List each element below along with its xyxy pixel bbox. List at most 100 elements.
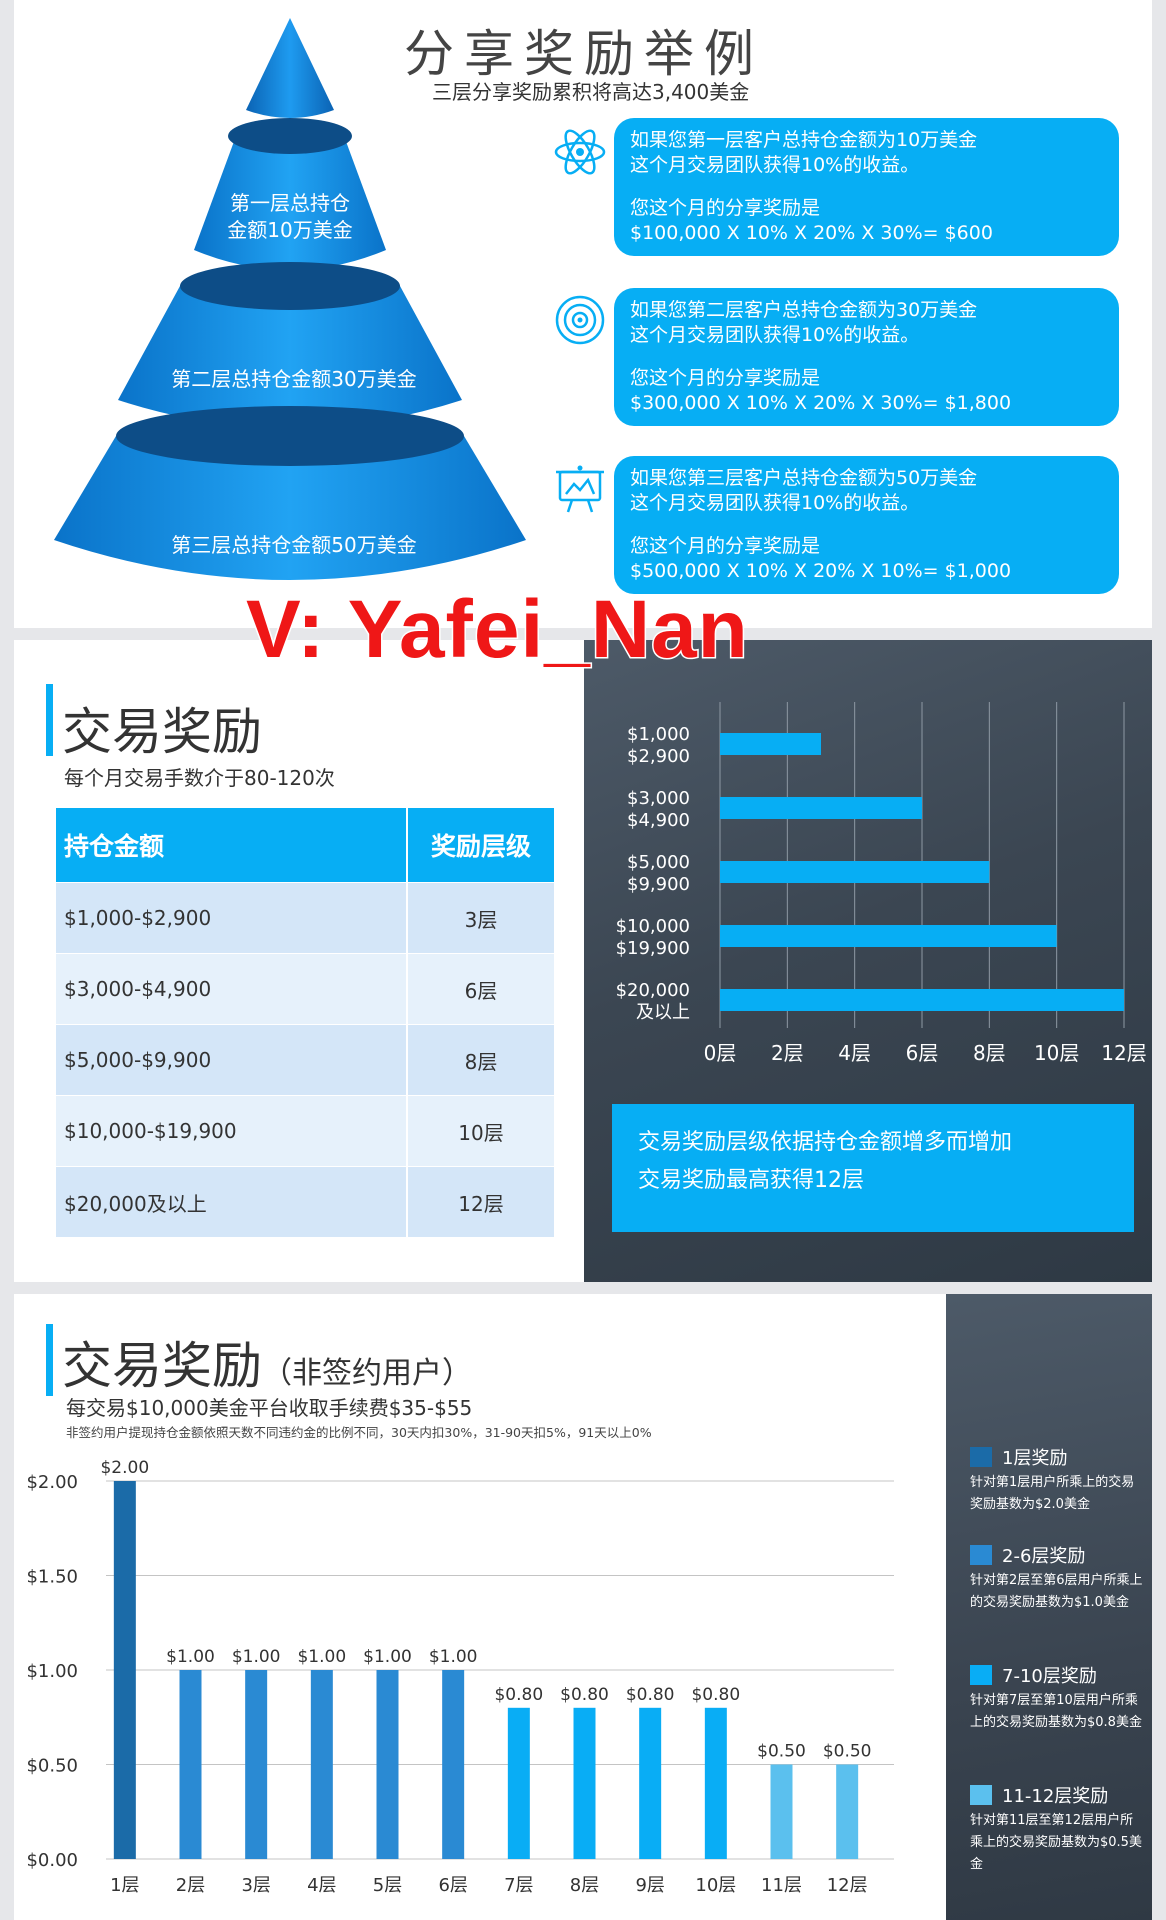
category-label: $9,900 — [627, 874, 690, 895]
x-tick-label: 2层 — [176, 1875, 205, 1896]
target-icon — [555, 295, 605, 345]
trade-reward-panel: 交易奖励 每个月交易手数介于80-120次 持仓金额 奖励层级 $1,000-$… — [14, 640, 1152, 1282]
data-label: $2.00 — [100, 1458, 149, 1478]
legend-swatch — [970, 1545, 992, 1565]
legend-swatch — [970, 1785, 992, 1805]
y-tick-label: $1.00 — [26, 1661, 78, 1682]
tier-2-label: 第二层总持仓金额30万美金 — [171, 367, 417, 391]
y-tick-label: $0.00 — [26, 1850, 78, 1871]
vertical-bar-chart: $0.00 $0.50 $1.00 $1.50 $2.00 $2.00 1层 $1.00 2层 $… — [26, 1458, 894, 1896]
presentation-board-icon — [556, 465, 604, 513]
category-label: 及以上 — [636, 1002, 690, 1023]
x-tick-label: 10层 — [1034, 1041, 1079, 1065]
data-label: $1.00 — [429, 1647, 478, 1667]
x-tick-label: 3层 — [241, 1875, 270, 1896]
page-title: 分享奖励举例 — [404, 25, 764, 83]
callout-tier-3: 如果您第三层客户总持仓金额为50万美金 这个月交易团队获得10%的收益。 您这个月… — [614, 456, 1119, 594]
bar — [376, 1670, 399, 1859]
x-tick-label: 5层 — [373, 1875, 402, 1896]
tier-1-label: 第一层总持仓 金额10万美金 — [227, 191, 353, 242]
section-title: 交易奖励（非签约用户） — [62, 1337, 472, 1395]
y-tick-label: $0.50 — [26, 1756, 78, 1777]
x-tick-label: 11层 — [761, 1875, 802, 1896]
data-label: $0.50 — [823, 1742, 872, 1762]
table-row: $5,000-$9,900 8层 — [56, 1024, 554, 1096]
category-label: $10,000 — [616, 916, 690, 937]
bar — [179, 1670, 202, 1859]
y-tick-label: $1.50 — [26, 1567, 78, 1588]
legend-item: 2-6层奖励 针对第2层至第6层用户所乘上的交易奖励基数为$1.0美金 — [970, 1545, 1143, 1610]
category-label: $19,900 — [616, 938, 690, 959]
data-label: $1.00 — [297, 1647, 346, 1667]
category-label: $4,900 — [627, 810, 690, 831]
callout-tier-1: 如果您第一层客户总持仓金额为10万美金 这个月交易团队获得10%的收益。 您这个月… — [614, 118, 1119, 256]
data-label: $1.00 — [166, 1647, 215, 1667]
bar — [442, 1670, 465, 1859]
legend-item: 7-10层奖励 针对第7层至第10层用户所乘上的交易奖励基数为$0.8美金 — [970, 1665, 1142, 1730]
data-label: $1.00 — [363, 1647, 412, 1667]
section-title: 交易奖励 — [62, 703, 262, 761]
category-label: $1,000 — [627, 724, 690, 745]
legend-panel: 1层奖励 针对第1层用户所乘上的交易奖励基数为$2.0美金 2-6层奖励 针对第… — [946, 1294, 1152, 1920]
data-label: $0.80 — [560, 1685, 609, 1705]
x-tick-label: 0层 — [704, 1041, 737, 1065]
bar — [720, 733, 821, 755]
horizontal-bar-chart: 0层 2层 4层 6层 8层 10层 12层 $1,000$2,900 $3,000$4,900… — [616, 702, 1147, 1065]
bar — [720, 925, 1057, 947]
page-subtitle: 三层分享奖励累积将高达3,400美金 — [432, 80, 750, 104]
bar — [245, 1670, 268, 1859]
legend-swatch — [970, 1447, 992, 1467]
reward-level-table: 持仓金额 奖励层级 $1,000-$2,900 3层 $3,000-$4,900 6… — [56, 808, 554, 1237]
bar — [704, 1707, 727, 1859]
nonsigned-reward-panel: 交易奖励（非签约用户） 每交易$10,000美金平台收取手续费$35-$55 非… — [14, 1294, 1152, 1920]
watermark-text: V: Yafei_Nan — [245, 583, 750, 677]
x-tick-label: 8层 — [973, 1041, 1006, 1065]
bar — [720, 797, 922, 819]
atom-icon — [554, 129, 606, 175]
bar — [310, 1670, 333, 1859]
y-tick-label: $2.00 — [26, 1472, 78, 1493]
table-header-holding: 持仓金额 — [56, 808, 407, 883]
data-label: $0.80 — [494, 1685, 543, 1705]
bar — [639, 1707, 662, 1859]
pyramid-graphic — [54, 18, 526, 580]
x-tick-label: 1层 — [110, 1875, 139, 1896]
bar — [770, 1764, 793, 1859]
data-label: $0.80 — [626, 1685, 675, 1705]
x-tick-label: 10层 — [695, 1875, 736, 1896]
table-row: $10,000-$19,900 10层 — [56, 1095, 554, 1167]
category-label: $20,000 — [616, 980, 690, 1001]
tier-3-label: 第三层总持仓金额50万美金 — [171, 533, 417, 557]
bar — [573, 1707, 596, 1859]
legend-swatch — [970, 1665, 992, 1685]
table-row: $3,000-$4,900 6层 — [56, 953, 554, 1025]
title-accent-bar — [46, 1324, 53, 1396]
section-subtitle: 每个月交易手数介于80-120次 — [64, 766, 335, 790]
x-tick-label: 12层 — [1101, 1041, 1146, 1065]
table-row: $20,000及以上 12层 — [56, 1166, 554, 1237]
x-tick-label: 7层 — [504, 1875, 533, 1896]
bar — [720, 861, 990, 883]
x-tick-label: 4层 — [307, 1875, 336, 1896]
x-tick-label: 6层 — [906, 1041, 939, 1065]
category-label: $2,900 — [627, 746, 690, 767]
category-label: $3,000 — [627, 788, 690, 809]
data-label: $0.50 — [757, 1742, 806, 1762]
sharing-reward-panel: 第一层总持仓 金额10万美金 第二层总持仓金额30万美金 第三层总持仓金额50万美… — [14, 0, 1152, 628]
table-row: $1,000-$2,900 3层 — [56, 882, 554, 954]
bar — [836, 1764, 859, 1859]
bar — [720, 989, 1124, 1011]
data-label: $1.00 — [232, 1647, 281, 1667]
x-tick-label: 4层 — [838, 1041, 871, 1065]
callout-tier-2: 如果您第二层客户总持仓金额为30万美金 这个月交易团队获得10%的收益。 您这个月… — [614, 288, 1119, 426]
level-chart-area: 0层 2层 4层 6层 8层 10层 12层 $1,000 $2,900 $3,000 $4,900… — [584, 640, 1152, 1282]
x-tick-label: 9层 — [635, 1875, 664, 1896]
section-subtitle: 每交易$10,000美金平台收取手续费$35-$55 — [66, 1396, 473, 1420]
data-label: $0.80 — [691, 1685, 740, 1705]
category-label: $5,000 — [627, 852, 690, 873]
bar — [507, 1707, 530, 1859]
table-header-level: 奖励层级 — [406, 808, 554, 883]
legend-item: 11-12层奖励 针对第11层至第12层用户所乘上的交易奖励基数为$0.5美金 — [970, 1785, 1142, 1872]
x-tick-label: 12层 — [827, 1875, 868, 1896]
x-tick-label: 2层 — [771, 1041, 804, 1065]
